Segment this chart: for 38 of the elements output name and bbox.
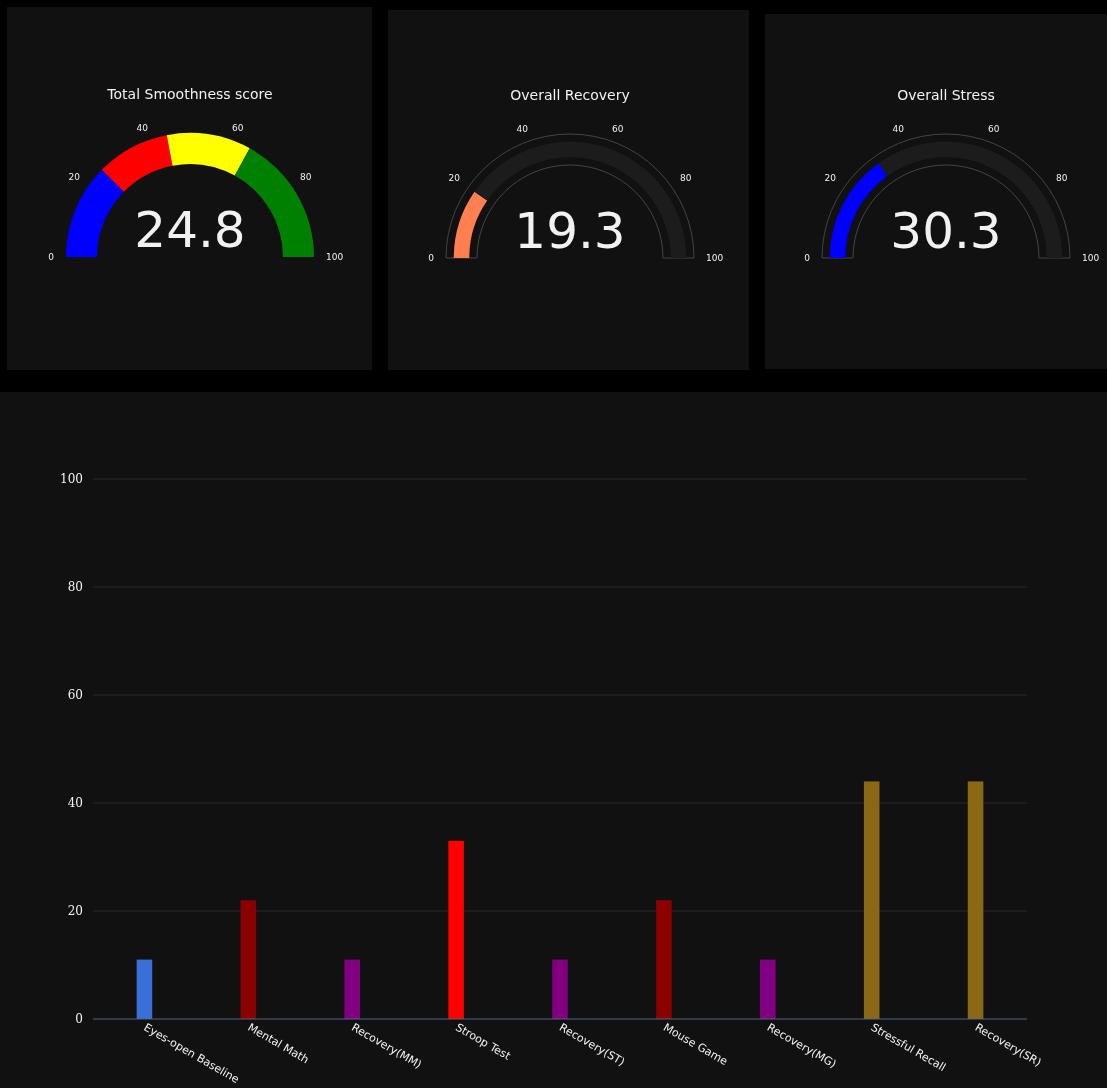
y-tick-label: 100 (60, 472, 83, 487)
text: 80 (1056, 173, 1068, 184)
text: 24.8 (134, 201, 246, 259)
text: 0 (804, 253, 811, 263)
bar (863, 781, 880, 1019)
text: 30.3 (890, 202, 1002, 260)
text: 20 (448, 173, 461, 184)
text: 40 (892, 123, 905, 134)
bar (344, 959, 361, 1019)
text: 100 (706, 253, 724, 263)
bar (448, 840, 464, 1019)
text: 40 (516, 123, 529, 134)
text: 0 (428, 253, 435, 263)
text: 60 (612, 123, 624, 134)
y-tick-label: 0 (75, 1012, 83, 1027)
chart-title: Overall Recovery (510, 87, 630, 103)
y-tick-label: 80 (67, 580, 83, 595)
y-tick-label: 40 (67, 796, 83, 811)
bar (967, 781, 984, 1019)
chart-title: Total Smoothness score (106, 86, 273, 102)
text: 0 (48, 252, 55, 262)
text: 80 (680, 173, 692, 184)
text: 19.3 (514, 202, 626, 260)
bar (656, 900, 672, 1019)
bar (240, 900, 257, 1019)
y-tick-label: 60 (67, 688, 83, 703)
y-tick-label: 20 (67, 904, 83, 919)
text: 80 (300, 172, 312, 183)
bar (136, 959, 153, 1019)
text: 60 (988, 123, 1000, 134)
text: 100 (326, 252, 344, 262)
text: 20 (824, 173, 837, 184)
text: 60 (232, 122, 244, 133)
chart-title: Overall Stress (897, 87, 995, 103)
bar (759, 959, 776, 1019)
bar (552, 959, 568, 1019)
text: 100 (1082, 253, 1100, 263)
text: 40 (136, 122, 149, 133)
